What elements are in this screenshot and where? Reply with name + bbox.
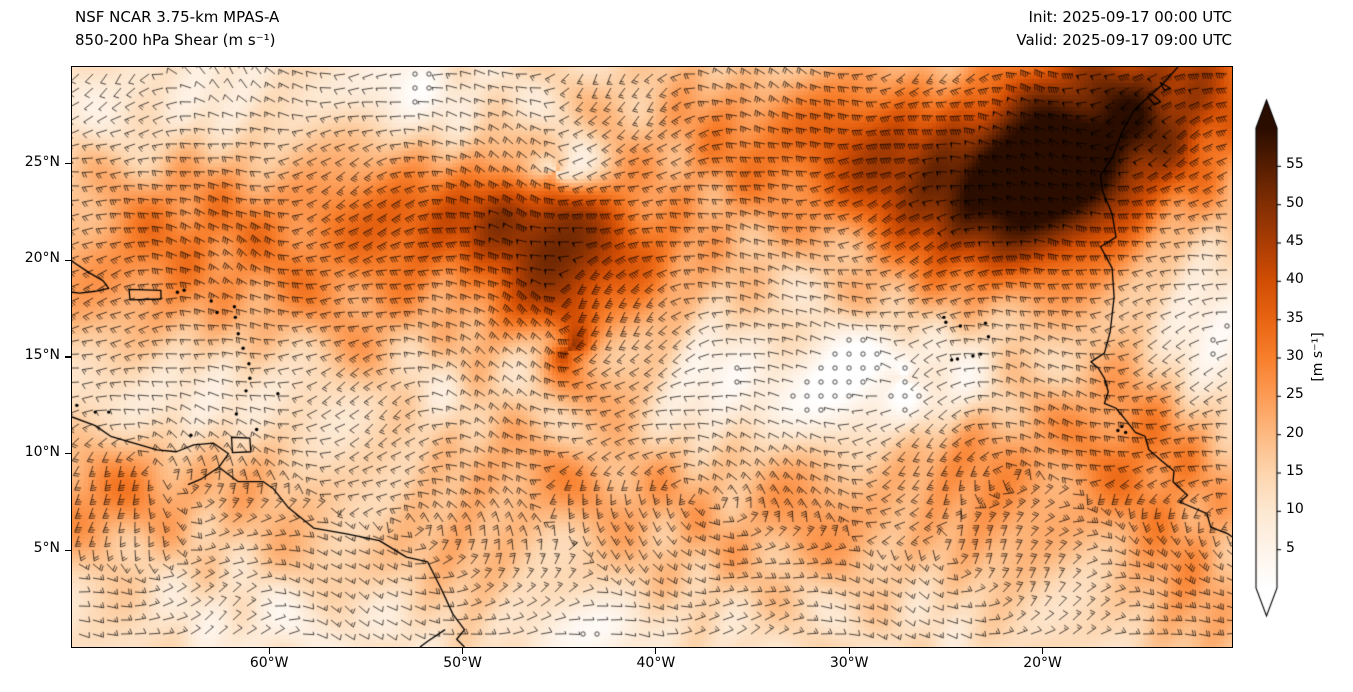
y-tick-mark [65,356,71,358]
model-title: NSF NCAR 3.75-km MPAS-A [75,8,280,26]
colorbar-tick-label: 10 [1286,501,1304,518]
colorbar-tick-label: 25 [1286,386,1304,403]
init-time: Init: 2025-09-17 00:00 UTC [1028,8,1232,26]
x-tick-mark [848,648,850,654]
y-tick-mark [65,259,71,261]
y-tick-label: 15°N [24,347,60,363]
colorbar-tick-label: 40 [1286,271,1304,288]
y-tick-mark [65,549,71,551]
x-tick-mark [655,648,657,654]
colorbar-tick-label: 5 [1286,539,1295,556]
y-tick-label: 20°N [24,250,60,267]
y-tick-mark [65,453,71,455]
x-tick-label: 60°W [249,655,289,671]
colorbar-tick-label: 50 [1286,194,1304,211]
x-tick-label: 30°W [829,655,869,671]
title-block: NSF NCAR 3.75-km MPAS-A 850-200 hPa Shea… [75,6,279,52]
y-tick-label: 25°N [24,153,60,170]
colorbar-tick-label: 45 [1286,233,1304,249]
colorbar-tick-label: 15 [1286,463,1304,479]
colorbar-tick-label: 35 [1286,309,1304,326]
colorbar-tick-label: 20 [1286,424,1304,441]
map-plot-area [71,66,1233,648]
valid-time: Valid: 2025-09-17 09:00 UTC [1016,31,1232,49]
x-tick-mark [1041,648,1044,654]
shear-field-canvas [72,67,1232,647]
colorbar-tick-label: 30 [1286,348,1304,364]
x-tick-mark [461,648,464,654]
y-tick-mark [65,163,71,165]
x-tick-label: 50°W [443,655,482,671]
colorbar [1250,95,1296,625]
y-tick-label: 5°N [33,540,60,557]
y-tick-label: 10°N [24,443,60,460]
x-tick-mark [268,648,270,654]
x-tick-label: 40°W [636,655,676,671]
field-title: 850-200 hPa Shear (m s⁻¹) [75,31,276,49]
time-block: Init: 2025-09-17 00:00 UTC Valid: 2025-0… [900,6,1232,52]
x-tick-label: 20°W [1023,655,1062,671]
colorbar-tick-label: 55 [1286,156,1304,173]
colorbar-axis-label: [m s⁻¹] [1310,332,1326,382]
